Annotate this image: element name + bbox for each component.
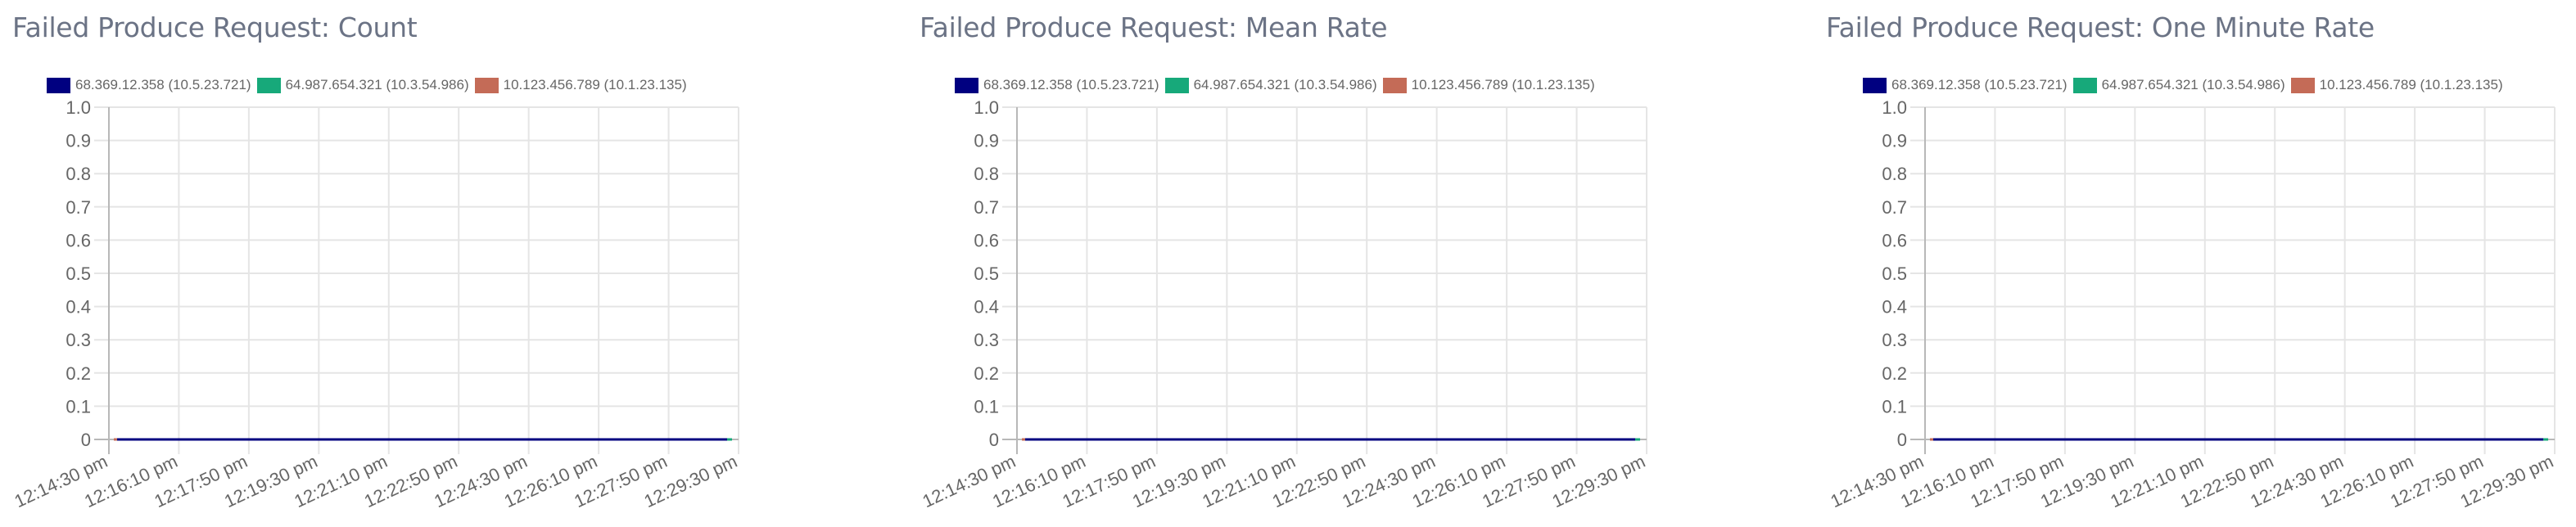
legend-label: 64.987.654.321 (10.3.54.986) [285,77,469,92]
x-tick-label: 12:17:50 pm [1060,451,1159,511]
y-tick-label: 0.3 [66,330,91,350]
y-tick-label: 0 [1897,430,1907,450]
x-tick-label: 12:21:10 pm [2107,451,2206,511]
legend-label: 64.987.654.321 (10.3.54.986) [2101,77,2285,92]
legend-item[interactable]: 10.123.456.789 (10.1.23.135) [2290,77,2503,93]
y-tick-label: 0.7 [66,197,91,218]
legend-item[interactable]: 64.987.654.321 (10.3.54.986) [256,77,469,93]
chart-legend: 68.369.12.358 (10.5.23.721) 64.987.654.32… [955,75,1601,95]
x-tick-label: 12:19:30 pm [221,451,320,511]
x-tick-label: 12:27:50 pm [571,451,670,511]
x-tick-label: 12:29:30 pm [2457,451,2556,511]
y-tick-label: 0.5 [1882,264,1907,284]
legend-item[interactable]: 68.369.12.358 (10.5.23.721) [1863,77,2068,93]
y-tick-label: 0.6 [1882,230,1907,250]
x-tick-label: 12:22:50 pm [2177,451,2276,511]
legend-swatch [1382,77,1407,93]
y-tick-label: 1.0 [974,97,999,118]
chart-title: Failed Produce Request: One Minute Rate [1826,11,2375,43]
y-tick-label: 0.5 [66,264,91,284]
legend-item[interactable]: 10.123.456.789 (10.1.23.135) [474,77,687,93]
x-tick-label: 12:19:30 pm [2037,451,2136,511]
x-tick-label: 12:22:50 pm [1269,451,1368,511]
y-tick-label: 0.2 [974,363,999,384]
legend-label: 64.987.654.321 (10.3.54.986) [1193,77,1377,92]
x-tick-label: 12:21:10 pm [291,451,390,511]
x-tick-label: 12:26:10 pm [1409,451,1508,511]
y-tick-label: 0 [989,430,999,450]
x-tick-label: 12:14:30 pm [1828,451,1927,511]
y-tick-label: 0.2 [1882,363,1907,384]
y-tick-label: 0.3 [1882,330,1907,350]
y-tick-label: 1.0 [1882,97,1907,118]
legend-swatch [47,77,70,93]
y-tick-label: 0.4 [1882,297,1907,318]
x-tick-label: 12:29:30 pm [1549,451,1648,511]
y-tick-label: 0.2 [66,363,91,384]
x-tick-label: 12:14:30 pm [11,451,111,511]
legend-item[interactable]: 10.123.456.789 (10.1.23.135) [1382,77,1595,93]
x-tick-label: 12:14:30 pm [920,451,1019,511]
y-tick-label: 0.5 [974,264,999,284]
y-tick-label: 0.8 [1882,164,1907,184]
y-tick-label: 0.7 [974,197,999,218]
x-tick-label: 12:22:50 pm [361,451,460,511]
legend-item[interactable]: 68.369.12.358 (10.5.23.721) [955,77,1159,93]
y-tick-label: 1.0 [66,97,91,118]
legend-label: 10.123.456.789 (10.1.23.135) [503,77,687,92]
y-tick-label: 0.3 [974,330,999,350]
y-tick-label: 0.9 [974,131,999,151]
chart-legend: 68.369.12.358 (10.5.23.721) 64.987.654.32… [47,75,693,95]
x-tick-label: 12:17:50 pm [1968,451,2067,511]
y-tick-label: 0.4 [974,297,999,318]
y-tick-label: 0.9 [66,131,91,151]
legend-label: 10.123.456.789 (10.1.23.135) [1411,77,1595,92]
x-tick-label: 12:24:30 pm [431,451,530,511]
y-tick-label: 0.7 [1882,197,1907,218]
x-tick-label: 12:27:50 pm [1479,451,1578,511]
y-tick-label: 0.9 [1882,131,1907,151]
legend-item[interactable]: 64.987.654.321 (10.3.54.986) [1164,77,1377,93]
legend-swatch [2290,77,2315,93]
legend-label: 68.369.12.358 (10.5.23.721) [75,77,251,92]
y-tick-label: 0.1 [1882,396,1907,417]
legend-swatch [2072,77,2097,93]
y-tick-label: 0 [81,430,91,450]
legend-item[interactable]: 68.369.12.358 (10.5.23.721) [47,77,251,93]
x-tick-label: 12:24:30 pm [2247,451,2346,511]
x-tick-label: 12:19:30 pm [1129,451,1228,511]
legend-swatch [1164,77,1189,93]
x-tick-label: 12:24:30 pm [1339,451,1438,511]
legend-item[interactable]: 64.987.654.321 (10.3.54.986) [2072,77,2285,93]
legend-label: 68.369.12.358 (10.5.23.721) [1891,77,2068,92]
x-tick-label: 12:16:10 pm [989,451,1088,511]
x-tick-label: 12:29:30 pm [641,451,740,511]
legend-swatch [955,77,978,93]
y-tick-label: 0.6 [66,230,91,250]
x-tick-label: 12:17:50 pm [151,451,251,511]
legend-swatch [1863,77,1887,93]
legend-label: 68.369.12.358 (10.5.23.721) [983,77,1159,92]
y-tick-label: 0.8 [974,164,999,184]
x-tick-label: 12:27:50 pm [2387,451,2486,511]
y-tick-label: 0.6 [974,230,999,250]
y-tick-label: 0.8 [66,164,91,184]
x-tick-label: 12:16:10 pm [81,451,180,511]
x-tick-label: 12:26:10 pm [2317,451,2416,511]
chart-title: Failed Produce Request: Mean Rate [920,11,1388,43]
chart-legend: 68.369.12.358 (10.5.23.721) 64.987.654.32… [1863,75,2509,95]
legend-label: 10.123.456.789 (10.1.23.135) [2319,77,2503,92]
x-tick-label: 12:16:10 pm [1897,451,1996,511]
y-tick-label: 0.1 [66,396,91,417]
y-tick-label: 0.4 [66,297,91,318]
x-tick-label: 12:21:10 pm [1199,451,1298,511]
y-tick-label: 0.1 [974,396,999,417]
legend-swatch [256,77,281,93]
legend-swatch [474,77,499,93]
x-tick-label: 12:26:10 pm [501,451,600,511]
chart-title: Failed Produce Request: Count [12,11,418,43]
